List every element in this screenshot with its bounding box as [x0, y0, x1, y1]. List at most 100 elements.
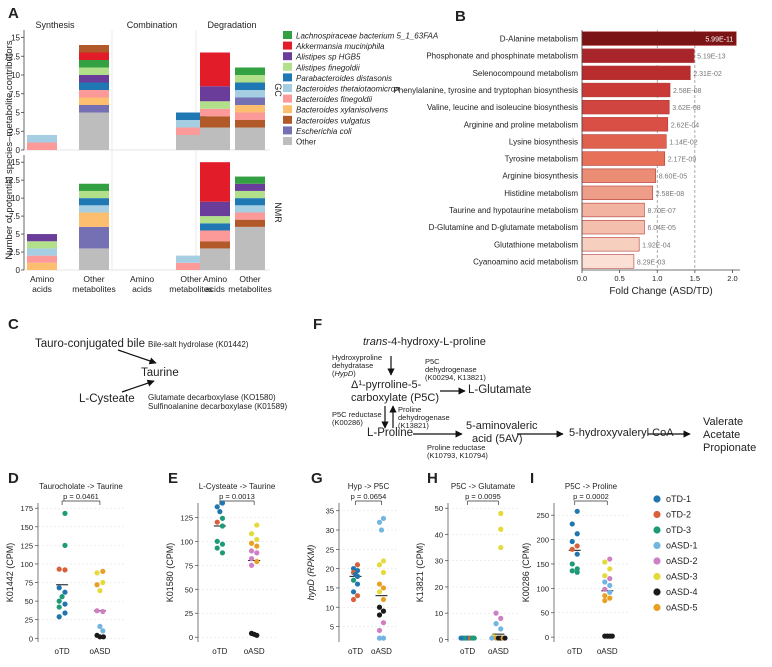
- a-ytick-label: 2.5: [9, 127, 21, 136]
- dot-point: [97, 588, 103, 594]
- panel-label-f: F: [313, 316, 323, 333]
- a-bar-segment: [79, 212, 109, 227]
- dot-ytick-label: 25: [326, 545, 334, 554]
- dot-ytick-label: 50: [185, 585, 193, 594]
- dot-ytick-label: 40: [435, 530, 443, 539]
- dot-point: [219, 523, 226, 529]
- a-bar-segment: [176, 127, 206, 135]
- a-legend-label: Lachnospiraceae bacterium 5_1_63FAA: [296, 32, 438, 41]
- dot-ytick-label: 100: [536, 584, 549, 593]
- product-acetate: Acetate: [703, 429, 741, 441]
- a-legend-swatch: [283, 52, 292, 61]
- dot-point: [62, 601, 68, 607]
- dot-point: [248, 562, 255, 568]
- hypd-paren-close: ): [353, 369, 356, 378]
- dot-point: [569, 546, 575, 552]
- group-legend-dot: [653, 557, 661, 565]
- a-bar-segment: [235, 219, 265, 227]
- a-bar-segment: [79, 198, 109, 206]
- a-ytick-label: 0: [16, 266, 21, 275]
- dot-point: [498, 526, 504, 532]
- a-xcategory-label: metabolites: [169, 284, 212, 294]
- dot-point: [219, 500, 226, 506]
- a-ytick-label: 15: [11, 34, 20, 43]
- group-legend-dot: [653, 526, 661, 534]
- b-category-label: Taurine and hypotaurine metabolism: [449, 206, 578, 215]
- b-pvalue-label: 2.58E-08: [656, 191, 685, 198]
- dot-ytick-label: 75: [185, 561, 193, 570]
- a-column-title: Combination: [127, 20, 178, 30]
- dot-xcategory-label: oASD: [89, 647, 110, 656]
- a-bar-segment: [200, 108, 230, 117]
- p5c-reductase-2: (K00286): [332, 418, 363, 427]
- product-valerate: Valerate: [703, 416, 744, 428]
- dot-point: [254, 522, 260, 528]
- dot-point: [380, 569, 387, 576]
- dot-point: [493, 610, 499, 616]
- dot-point: [219, 550, 226, 556]
- hydroxyproline-trans: trans: [363, 336, 388, 348]
- dot-point: [219, 541, 226, 547]
- l-cysteate-node: L-Cysteate: [79, 393, 135, 405]
- dot-point: [56, 585, 62, 591]
- dot-point: [380, 558, 387, 564]
- b-xtick-label: 0.0: [577, 274, 587, 283]
- a-legend-label: Bacteroides xylanisolvens: [296, 106, 388, 115]
- dot-point: [380, 585, 387, 591]
- dot-point: [489, 635, 495, 641]
- dot-ytick-label: 150: [20, 523, 33, 532]
- dot-ytick-label: 100: [180, 537, 193, 546]
- dot-point: [376, 519, 383, 525]
- dot-point: [376, 612, 383, 618]
- dot-ytick-label: 5: [330, 623, 334, 632]
- hydroxyproline-node: trans-4-hydroxy-L-proline: [363, 336, 486, 348]
- a-bar-segment: [235, 105, 265, 113]
- group-legend-dot: [653, 603, 661, 612]
- hydroxyvaleryl-coa-node: 5-hydroxyvaleryl CoA: [569, 427, 674, 439]
- dot-point: [376, 635, 383, 641]
- dot-ytick-label: 50: [25, 597, 33, 606]
- proline-dehydrogenase-1: Proline: [398, 405, 422, 414]
- panel-label-h: H: [427, 470, 438, 487]
- b-category-label: Glutathione metabolism: [494, 240, 578, 249]
- p5c-dehydrogenase-3: (K00294, K13821): [425, 373, 486, 382]
- proline-dehydrogenase-3: (K13821): [398, 421, 429, 430]
- a-legend-swatch: [283, 115, 292, 124]
- a-xcategory-label: Amino: [30, 274, 54, 284]
- b-category-label: D-Glutamine and D-glutamate metabolism: [429, 223, 579, 232]
- hypd-gene: HypD: [334, 369, 354, 378]
- dot-point: [574, 531, 580, 537]
- a-bar-segment: [200, 116, 230, 128]
- dot-point: [376, 581, 383, 587]
- a-bar-segment: [79, 75, 109, 83]
- dot-xcategory-label: oTD: [567, 647, 582, 656]
- dot-point: [376, 604, 383, 610]
- dot-title: Hyp -> P5C: [348, 482, 390, 491]
- 5av-node-1: 5-aminovaleric: [466, 420, 538, 432]
- dot-point: [62, 567, 68, 573]
- dot-ylabel: K01442 (CPM): [5, 543, 15, 603]
- dot-point: [607, 589, 613, 595]
- a-bar-segment: [200, 230, 230, 242]
- group-legend-label: oASD-4: [666, 587, 698, 597]
- a-bar-segment: [235, 97, 265, 105]
- a-ytick-label: 2.5: [9, 248, 21, 257]
- dot-point: [569, 568, 575, 574]
- dot-point: [498, 615, 504, 621]
- a-legend-swatch: [283, 84, 292, 92]
- dot-point: [569, 521, 575, 527]
- dot-point: [214, 545, 220, 551]
- p5c-node-2: carboxylate (P5C): [351, 392, 440, 404]
- dot-point: [214, 504, 220, 510]
- pathway-c: Tauro-conjugated bile Bile-salt hydrolas…: [0, 0, 300, 460]
- dot-xcategory-label: oTD: [460, 647, 475, 656]
- group-legend-label: oTD-2: [666, 510, 691, 520]
- a-legend-swatch: [283, 62, 292, 71]
- b-pvalue-label: 5.99E-11: [705, 37, 733, 44]
- a-bar-segment: [27, 262, 57, 270]
- a-xcategory-label: acids: [32, 284, 52, 294]
- dot-title: P5C -> Glutamate: [451, 482, 516, 491]
- b-xlabel: Fold Change (ASD/TD): [609, 286, 712, 297]
- taurine-node: Taurine: [141, 367, 179, 379]
- sulfinoalanine-decarboxylase-label: Sulfinoalanine decarboxylase (K01589): [148, 402, 288, 411]
